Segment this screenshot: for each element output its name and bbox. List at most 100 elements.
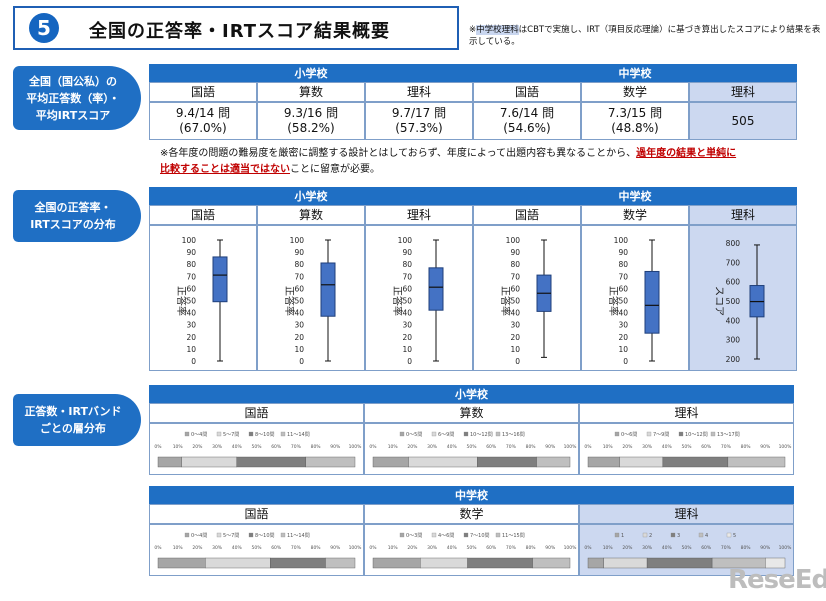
band-segment xyxy=(467,557,533,569)
tick-label: 100 xyxy=(290,236,305,245)
avg-j-sugaku: 7.3/15 問 (48.8%) xyxy=(581,102,689,140)
dist-band-junior: 中学校 xyxy=(473,187,797,205)
band-tick-label: 30% xyxy=(212,545,223,551)
header-j-sugaku: 数学 xyxy=(581,82,689,102)
band-segment xyxy=(205,557,271,569)
bandchart-header-e-sansu: 算数 xyxy=(364,403,579,423)
side-label-averages: 全国（国公私）の 平均正答数（率）・ 平均IRTスコア xyxy=(13,66,141,130)
legend-swatch xyxy=(216,532,222,538)
iqr-box xyxy=(320,262,336,317)
tick-label: 50 xyxy=(618,297,628,306)
band-tick-label: 40% xyxy=(447,444,458,450)
tick-label: 60 xyxy=(510,284,520,293)
boxplot-panel-e-kokugo: 0 10 20 30 40 50 60 70 80 90 100 正答率 xyxy=(149,225,257,371)
band-segment xyxy=(305,456,356,468)
legend-swatch xyxy=(495,532,501,538)
band-tick-label: 0% xyxy=(584,444,592,450)
legend-label: 11～14問 xyxy=(287,533,310,539)
avg-rate: (57.3%) xyxy=(395,121,443,135)
band-tick-label: 90% xyxy=(545,444,556,450)
band-tick-label: 80% xyxy=(526,444,537,450)
bandchart-header-e-rika: 理科 xyxy=(579,403,794,423)
band-tick-label: 70% xyxy=(291,444,302,450)
tick-label: 0 xyxy=(515,357,520,366)
legend-swatch xyxy=(495,431,501,437)
legend-swatch xyxy=(698,532,704,538)
caution-text-2: ことに留意が必要。 xyxy=(290,164,380,175)
legend-label: 2 xyxy=(649,533,652,539)
avg-count: 7.3/15 問 xyxy=(607,106,663,120)
tick-label: 70 xyxy=(618,272,628,281)
tick-label: 10 xyxy=(402,345,412,354)
axis-label: 正答率 xyxy=(391,286,404,316)
band-segment xyxy=(662,456,729,468)
bandchart-header-j-kokugo: 国語 xyxy=(149,504,364,524)
band-tick-label: 20% xyxy=(192,444,203,450)
tick-label: 30 xyxy=(186,321,196,330)
band-tick-label: 80% xyxy=(311,545,322,551)
band-tick-label: 90% xyxy=(760,545,771,551)
bandchart-header-e-kokugo: 国語 xyxy=(149,403,364,423)
boxplot-panel-e-sansu: 0 10 20 30 40 50 60 70 80 90 100 正答率 xyxy=(257,225,365,371)
note-prefix: ※ xyxy=(469,25,477,35)
band-segment xyxy=(536,456,571,468)
boxplot-panel-j-kokugo: 0 10 20 30 40 50 60 70 80 90 100 正答率 xyxy=(473,225,581,371)
band-tick-label: 60% xyxy=(701,444,712,450)
dist-header-j-rika: 理科 xyxy=(689,205,797,225)
legend-label: 11～15問 xyxy=(502,533,525,539)
legend-label: 13～16問 xyxy=(502,432,525,438)
tick-label: 60 xyxy=(294,284,304,293)
axis-label: 正答率 xyxy=(607,286,620,316)
boxplot-panel-e-rika: 0 10 20 30 40 50 60 70 80 90 100 正答率 xyxy=(365,225,473,371)
band-tick-label: 80% xyxy=(526,545,537,551)
avg-count: 7.6/14 問 xyxy=(499,106,555,120)
tick-label: 90 xyxy=(186,248,196,257)
header-e-kokugo: 国語 xyxy=(149,82,257,102)
title-box: 5 全国の正答率・IRTスコア結果概要 xyxy=(13,6,459,50)
legend-swatch xyxy=(463,431,469,437)
dist-header-j-kokugo: 国語 xyxy=(473,205,581,225)
band-segment xyxy=(157,456,182,468)
tick-label: 100 xyxy=(506,236,521,245)
bandchart-band-elementary: 小学校 xyxy=(149,385,794,403)
legend-label: 1 xyxy=(621,533,624,539)
tick-label: 90 xyxy=(618,248,628,257)
band-tick-label: 40% xyxy=(662,545,673,551)
tick-label: 0 xyxy=(623,357,628,366)
band-tick-label: 10% xyxy=(388,545,399,551)
band-tick-label: 100% xyxy=(564,545,578,551)
bandchart-e-sansu: 0～5問 6～9問 10～12問 13～16問 0% 10% 20% 30% 40% 50% 60%… xyxy=(369,431,577,468)
section-number-badge: 5 xyxy=(29,13,59,43)
tick-label: 80 xyxy=(186,260,196,269)
tick-label: 300 xyxy=(726,336,741,345)
legend-label: 0～4問 xyxy=(191,533,207,539)
tick-label: 800 xyxy=(726,239,741,248)
band-segment xyxy=(325,557,356,569)
band-tick-label: 30% xyxy=(642,444,653,450)
band-segment xyxy=(372,456,409,468)
tick-label: 40 xyxy=(618,309,628,318)
dist-header-e-rika: 理科 xyxy=(365,205,473,225)
band-tick-label: 90% xyxy=(330,444,341,450)
band-tick-label: 0% xyxy=(584,545,592,551)
band-segment xyxy=(765,557,786,569)
legend-swatch xyxy=(184,532,190,538)
watermark-logo: ReseEd xyxy=(728,565,826,595)
legend-swatch xyxy=(670,532,676,538)
tick-label: 20 xyxy=(618,333,628,342)
band-tick-label: 70% xyxy=(506,444,517,450)
tick-label: 70 xyxy=(402,272,412,281)
band-tick-label: 50% xyxy=(251,444,262,450)
band-segment xyxy=(236,456,306,468)
band-tick-label: 40% xyxy=(232,444,243,450)
tick-label: 0 xyxy=(407,357,412,366)
tick-label: 70 xyxy=(510,272,520,281)
band-tick-label: 60% xyxy=(486,444,497,450)
legend-label: 5 xyxy=(733,533,736,539)
band-tick-label: 80% xyxy=(741,444,752,450)
legend-label: 10～12問 xyxy=(685,432,708,438)
avg-rate: (58.2%) xyxy=(287,121,335,135)
band-tick-label: 60% xyxy=(271,444,282,450)
band-tick-label: 70% xyxy=(506,545,517,551)
legend-label: 8～10問 xyxy=(255,432,275,438)
